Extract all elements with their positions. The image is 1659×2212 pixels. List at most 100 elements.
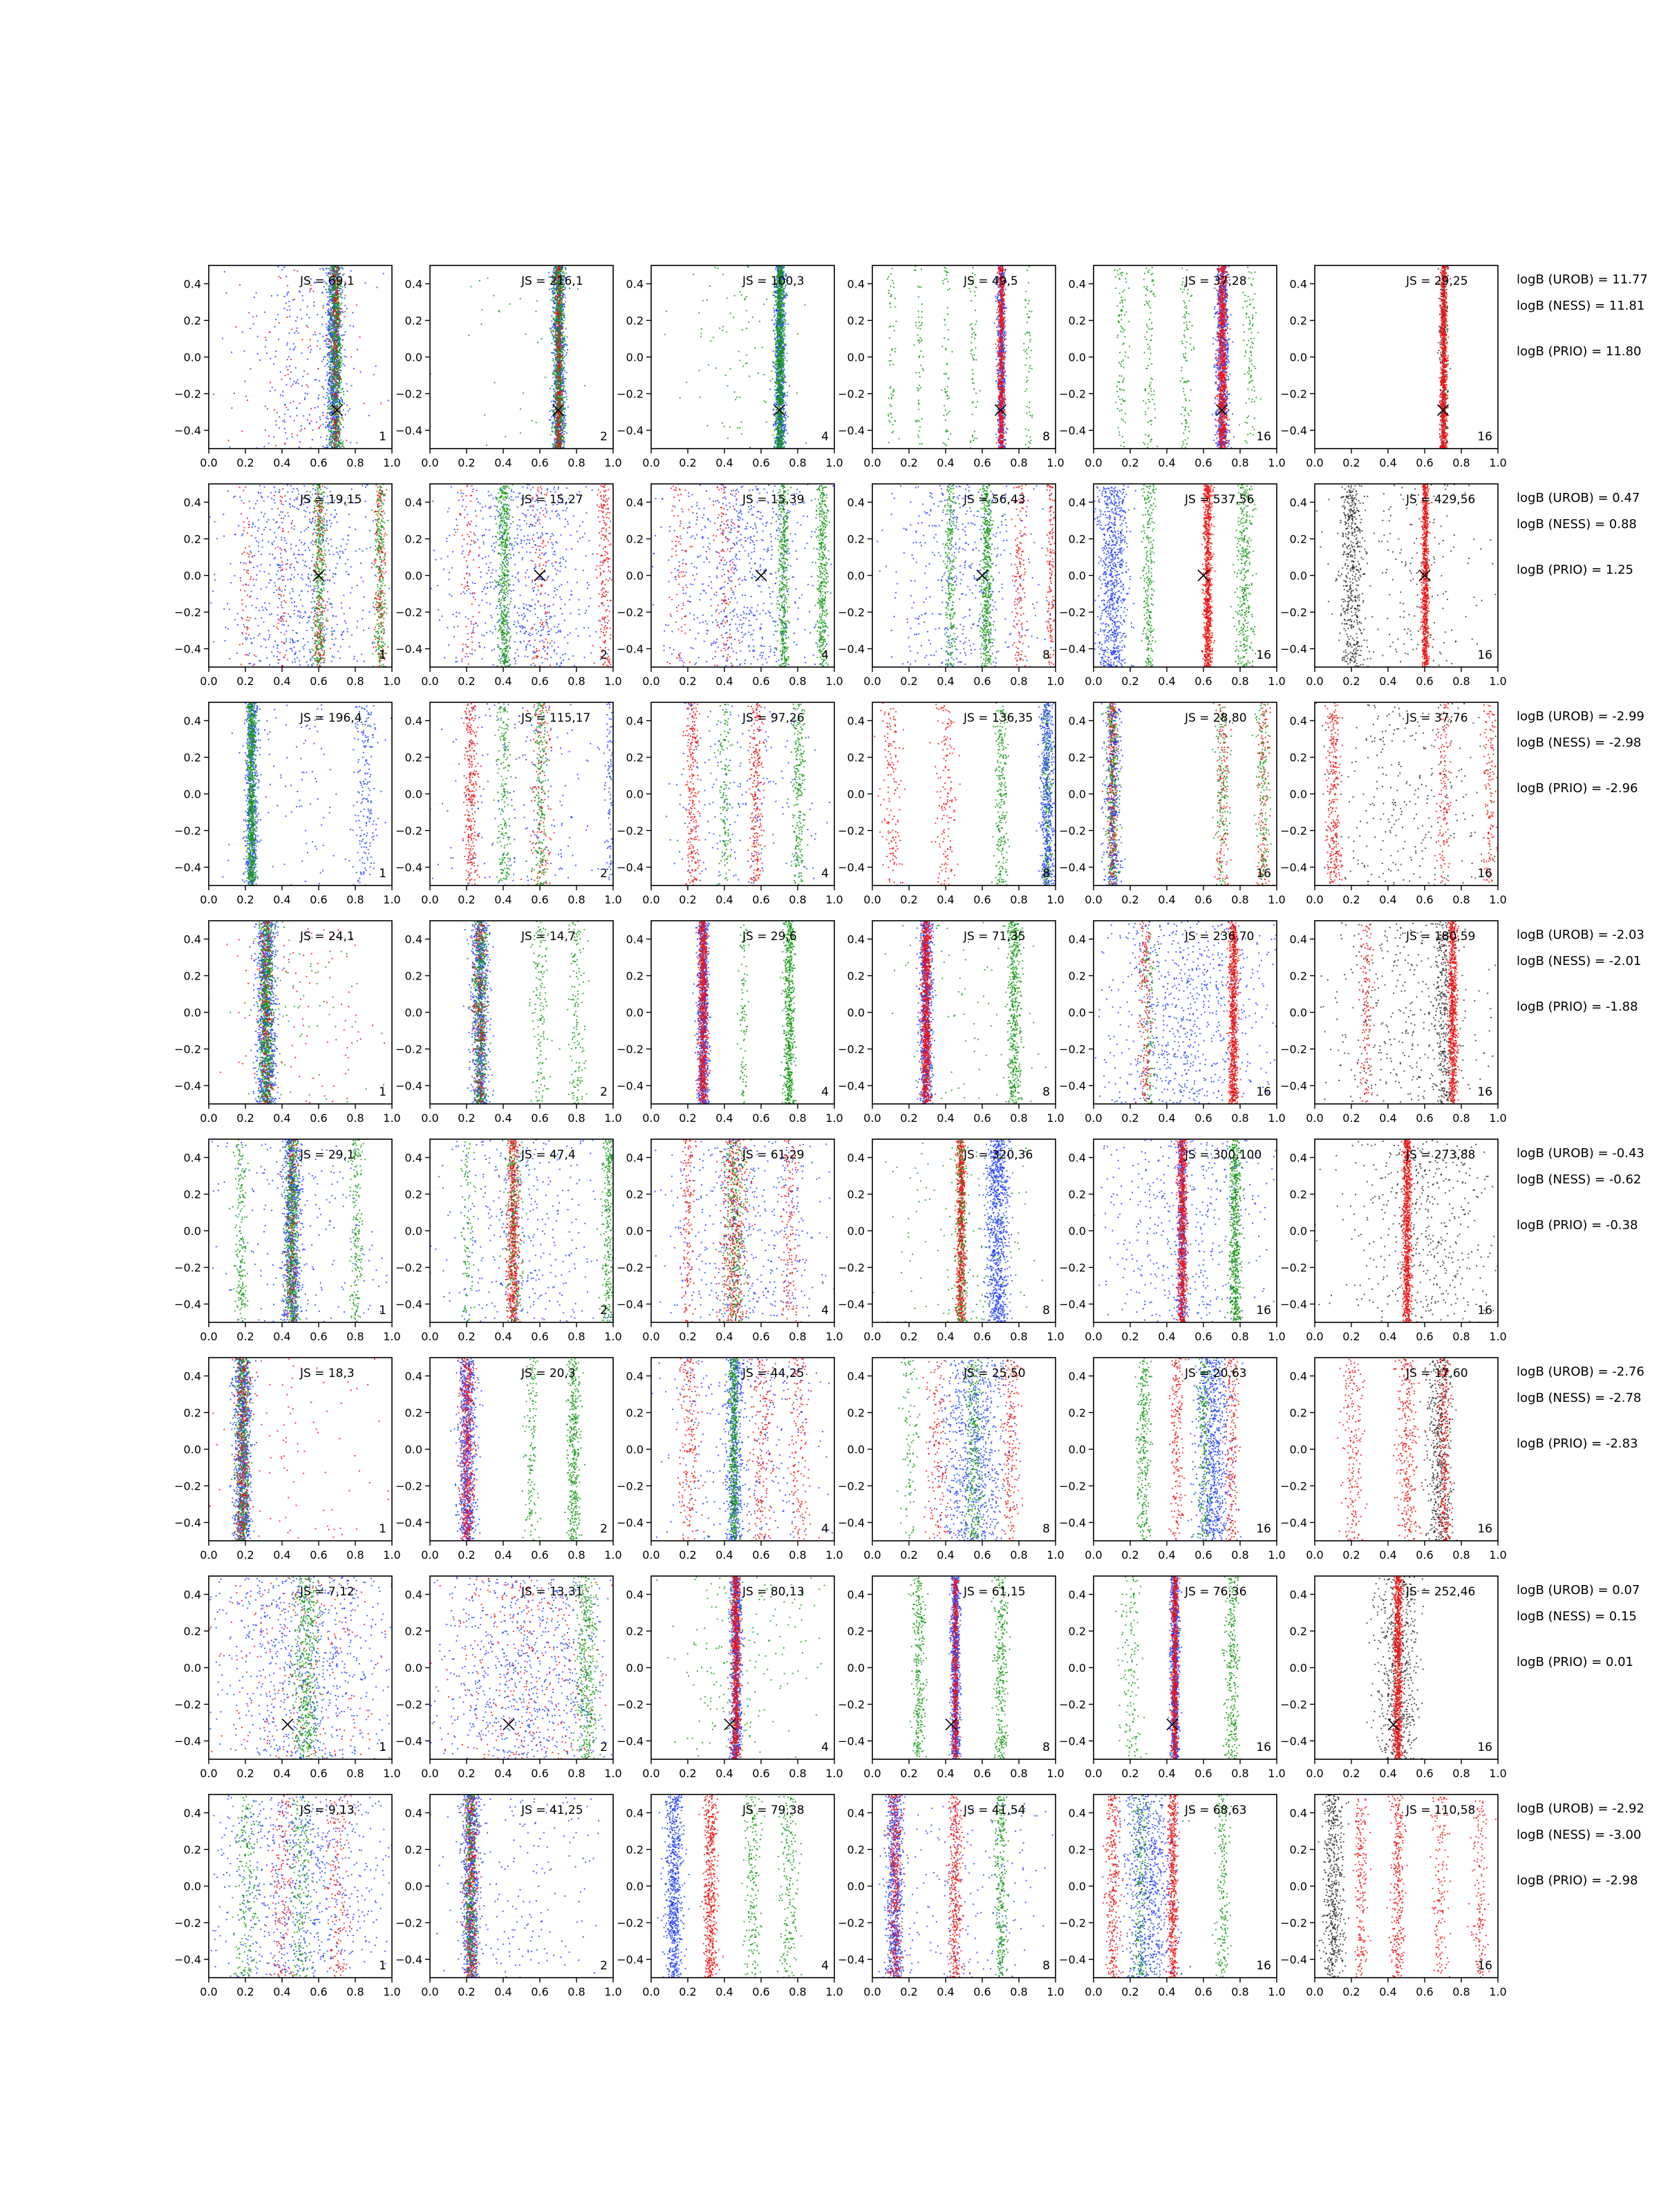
point <box>335 336 336 337</box>
point <box>327 355 328 356</box>
point <box>337 271 338 272</box>
point <box>332 394 333 395</box>
point <box>336 436 337 438</box>
point <box>559 299 561 301</box>
point <box>550 328 551 329</box>
point <box>332 420 333 422</box>
point <box>309 291 310 292</box>
point <box>337 382 338 383</box>
point <box>279 276 280 277</box>
point <box>330 350 332 352</box>
point <box>556 397 558 398</box>
point <box>338 310 339 311</box>
point <box>559 386 561 387</box>
point <box>555 322 556 324</box>
point <box>329 379 330 381</box>
point <box>556 290 557 292</box>
point <box>339 400 340 401</box>
point <box>331 378 332 379</box>
point <box>332 290 334 292</box>
point <box>562 383 563 384</box>
point <box>280 395 281 396</box>
y-tick-label: −0.2 <box>395 388 422 401</box>
point <box>337 290 338 292</box>
point <box>334 422 335 424</box>
point <box>328 429 329 430</box>
point <box>559 375 561 377</box>
point <box>561 360 563 362</box>
point <box>344 403 345 404</box>
point <box>551 416 552 418</box>
point <box>330 290 331 291</box>
point <box>545 377 546 378</box>
point <box>335 346 336 348</box>
point <box>562 266 563 268</box>
point <box>565 393 567 394</box>
point <box>337 344 339 345</box>
point <box>774 310 775 311</box>
point <box>312 429 314 431</box>
point <box>563 362 565 364</box>
point <box>327 413 328 414</box>
point <box>241 431 243 432</box>
point <box>337 418 339 420</box>
point <box>339 320 341 321</box>
x-tick-label: 1.0 <box>604 456 621 469</box>
point <box>332 426 334 427</box>
point <box>536 422 537 423</box>
x-tick-label: 0.0 <box>200 456 217 469</box>
point <box>345 295 346 297</box>
point <box>335 424 337 425</box>
point <box>559 333 560 335</box>
point <box>288 356 290 357</box>
point <box>339 421 340 422</box>
point <box>563 368 564 369</box>
point <box>557 335 559 336</box>
point <box>353 326 354 327</box>
point <box>273 363 274 364</box>
y-tick-label: −0.4 <box>174 424 201 438</box>
point <box>330 310 332 311</box>
point <box>335 427 337 429</box>
point <box>346 356 347 357</box>
point <box>327 388 328 390</box>
point <box>304 397 306 399</box>
point <box>297 332 299 334</box>
point <box>335 317 337 318</box>
point <box>558 270 559 271</box>
point <box>561 355 563 357</box>
point <box>559 387 560 388</box>
point <box>333 310 335 312</box>
point <box>331 428 332 429</box>
point <box>561 429 562 431</box>
point <box>335 294 336 296</box>
point <box>333 268 335 270</box>
point <box>298 383 299 384</box>
point <box>564 350 565 351</box>
point <box>338 433 339 435</box>
point <box>295 320 297 321</box>
y-tick-label: 0.2 <box>405 315 422 328</box>
point <box>335 414 337 415</box>
point <box>551 315 552 317</box>
point <box>339 432 340 433</box>
point <box>336 359 337 361</box>
point <box>559 326 561 327</box>
point <box>313 305 315 306</box>
point <box>554 301 555 303</box>
point <box>556 388 558 389</box>
point <box>325 397 326 399</box>
point <box>554 417 556 418</box>
point <box>339 380 340 382</box>
point <box>290 415 291 417</box>
point <box>341 400 343 402</box>
point <box>338 355 339 356</box>
point <box>327 426 328 427</box>
point <box>270 332 271 333</box>
point <box>331 357 332 358</box>
point <box>294 381 295 382</box>
point <box>335 377 336 378</box>
point <box>332 440 333 442</box>
point <box>332 424 334 426</box>
